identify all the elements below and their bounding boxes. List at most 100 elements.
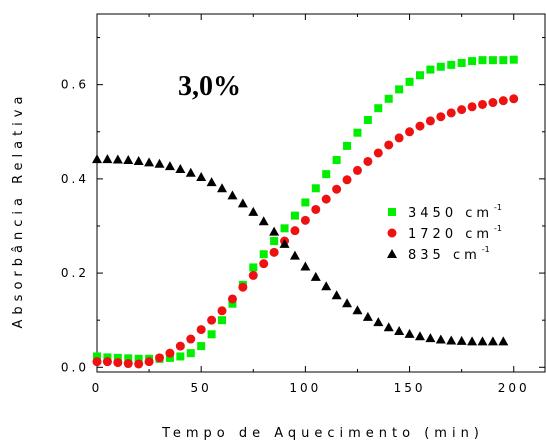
data-point bbox=[322, 170, 331, 179]
data-point bbox=[353, 128, 362, 137]
legend-marker bbox=[388, 208, 396, 216]
data-point bbox=[93, 352, 101, 361]
data-point bbox=[488, 98, 498, 108]
data-point bbox=[196, 325, 206, 335]
data-point bbox=[300, 215, 310, 225]
x-tick-label: 150 bbox=[394, 381, 426, 395]
data-point bbox=[321, 194, 331, 204]
data-point bbox=[270, 237, 279, 246]
data-point bbox=[415, 121, 425, 131]
data-point bbox=[248, 270, 258, 280]
data-point bbox=[92, 154, 102, 164]
legend-label: 3450 cm bbox=[408, 206, 493, 221]
data-point bbox=[301, 198, 310, 207]
data-point bbox=[280, 224, 289, 233]
data-point bbox=[395, 85, 404, 94]
data-point bbox=[498, 96, 508, 106]
data-point bbox=[384, 140, 394, 150]
data-point bbox=[269, 226, 280, 236]
data-point bbox=[300, 261, 311, 271]
data-point bbox=[374, 104, 383, 113]
x-tick-label: 100 bbox=[289, 381, 321, 395]
data-point bbox=[405, 77, 414, 86]
x-tick-label: 200 bbox=[498, 381, 530, 395]
x-tick-label: 0 bbox=[92, 381, 103, 395]
data-point bbox=[206, 177, 217, 187]
data-point bbox=[467, 102, 477, 112]
data-point bbox=[457, 58, 466, 67]
data-point bbox=[415, 71, 424, 80]
data-point bbox=[457, 105, 467, 115]
plot-border bbox=[96, 13, 546, 373]
data-point bbox=[218, 316, 227, 325]
data-point bbox=[394, 133, 404, 143]
x-axis-label: Tempo de Aquecimento (min) bbox=[161, 426, 484, 441]
data-point bbox=[123, 359, 133, 369]
data-point bbox=[394, 326, 405, 336]
data-point bbox=[165, 353, 174, 362]
data-point bbox=[196, 171, 207, 181]
legend-label-superscript: -1 bbox=[494, 224, 502, 233]
data-point bbox=[405, 127, 415, 137]
y-axis-label: Absorbância Relativa bbox=[11, 92, 26, 329]
data-point bbox=[237, 198, 248, 208]
data-point bbox=[269, 247, 279, 257]
legend-label-superscript: -1 bbox=[482, 245, 490, 254]
data-point bbox=[290, 211, 299, 220]
data-point bbox=[310, 271, 321, 281]
data-point bbox=[331, 290, 342, 300]
data-point bbox=[446, 335, 457, 345]
data-point bbox=[436, 62, 445, 71]
data-point bbox=[124, 354, 133, 363]
data-point bbox=[456, 335, 467, 345]
data-point bbox=[249, 263, 258, 272]
data-point bbox=[446, 108, 456, 118]
data-point bbox=[102, 357, 112, 367]
data-point bbox=[478, 56, 487, 65]
data-point bbox=[112, 154, 123, 164]
data-point bbox=[113, 358, 123, 368]
data-point bbox=[186, 334, 196, 344]
data-point bbox=[509, 94, 519, 104]
data-point bbox=[134, 354, 143, 363]
series-1 bbox=[92, 94, 519, 369]
data-point bbox=[509, 55, 518, 64]
y-tick-label: 0.0 bbox=[61, 360, 89, 374]
data-point bbox=[373, 317, 384, 327]
data-point bbox=[228, 299, 237, 308]
series-2 bbox=[92, 154, 509, 346]
data-point bbox=[343, 141, 352, 150]
data-point bbox=[217, 183, 228, 193]
data-point bbox=[447, 60, 456, 69]
data-point bbox=[134, 359, 144, 369]
data-point bbox=[363, 115, 372, 124]
data-point bbox=[373, 148, 383, 158]
legend-label: 1720 cm bbox=[408, 227, 493, 242]
data-point bbox=[144, 357, 154, 367]
y-tick-label: 0.4 bbox=[61, 172, 89, 186]
data-point bbox=[258, 216, 269, 226]
data-point bbox=[352, 305, 363, 315]
data-point bbox=[311, 204, 321, 214]
data-point bbox=[487, 336, 498, 346]
data-point bbox=[217, 306, 227, 316]
data-point bbox=[227, 190, 238, 200]
data-point bbox=[467, 336, 478, 346]
data-point bbox=[238, 282, 248, 292]
data-point bbox=[113, 353, 122, 362]
data-point bbox=[176, 352, 185, 361]
data-point bbox=[154, 158, 165, 168]
data-point bbox=[155, 353, 165, 363]
data-point bbox=[383, 322, 394, 332]
data-point bbox=[123, 155, 134, 165]
data-point bbox=[425, 116, 435, 126]
data-point bbox=[332, 156, 341, 165]
x-tick-label: 50 bbox=[191, 381, 212, 395]
data-point bbox=[414, 331, 425, 341]
data-point bbox=[332, 184, 342, 194]
legend-label: 835 cm bbox=[408, 248, 481, 263]
data-point bbox=[227, 294, 237, 304]
data-point bbox=[363, 156, 373, 166]
